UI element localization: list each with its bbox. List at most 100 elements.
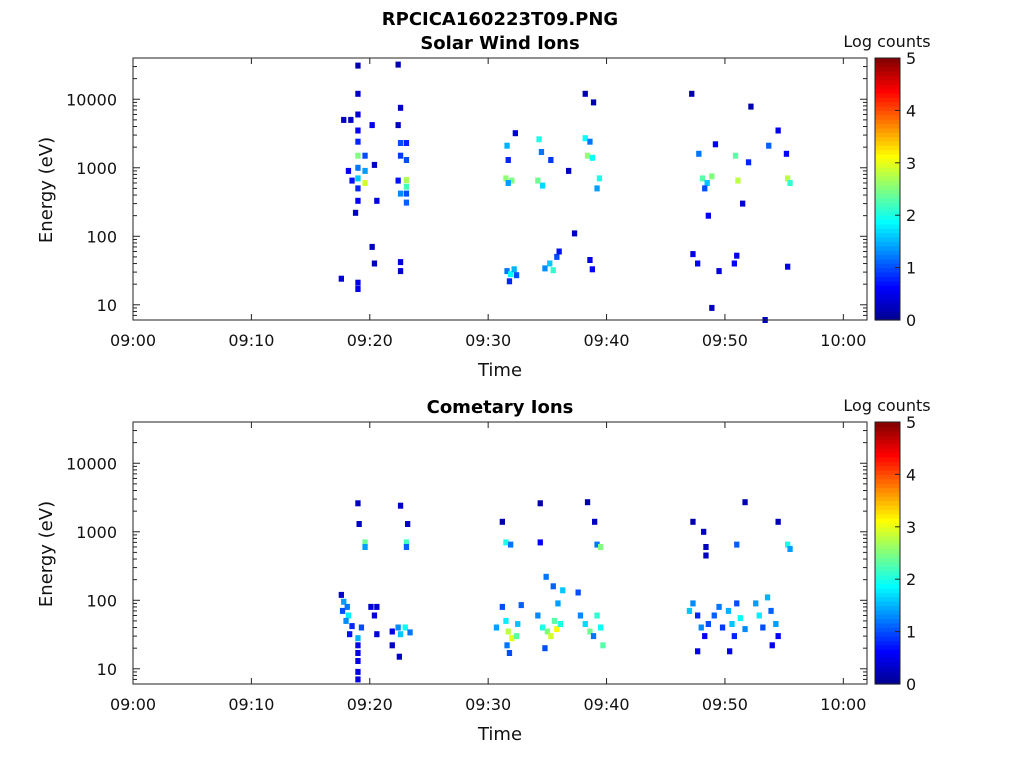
heatmap-cell [756, 612, 762, 619]
x-tick-label: 09:00 [110, 331, 156, 350]
heatmap-cell [709, 304, 715, 311]
colorbar-frame [874, 421, 901, 685]
colorbar-segment [875, 601, 900, 606]
colorbar-segment [875, 566, 900, 572]
heatmap-cell [362, 539, 368, 546]
y-tick-label: 1000 [76, 523, 117, 542]
heatmap-cell [397, 502, 404, 509]
heatmap-cell [397, 631, 404, 638]
heatmap-cell [787, 546, 793, 552]
colorbar-segment [875, 579, 900, 585]
colorbar-tick-label: 5 [906, 413, 916, 432]
heatmap-cell [403, 190, 410, 197]
colorbar-segment [875, 614, 900, 620]
colorbar-segment [875, 470, 900, 475]
heatmap-cell [577, 612, 584, 619]
heatmap-cell [725, 607, 732, 614]
colorbar-segment [875, 561, 900, 567]
colorbar-segment [875, 167, 900, 173]
colorbar-segment [875, 557, 900, 563]
heatmap-cell [600, 642, 606, 649]
heatmap-cell [537, 539, 543, 546]
heatmap-cell [783, 150, 790, 157]
colorbar-segment [875, 653, 900, 659]
heatmap-cell [703, 544, 709, 550]
heatmap-cell [548, 633, 554, 640]
heatmap-cell [745, 159, 752, 166]
heatmap-cell [748, 103, 754, 110]
heatmap-cell [571, 230, 578, 237]
heatmap-cell [358, 624, 365, 631]
heatmap-cell [355, 635, 361, 642]
heatmap-cell [695, 260, 701, 267]
heatmap-cell [589, 154, 595, 161]
heatmap-cell [704, 180, 710, 186]
colorbar-segment [875, 145, 900, 151]
colorbar-segment [875, 271, 900, 277]
colorbar-segment [875, 180, 900, 186]
heatmap-cell [405, 521, 411, 527]
heatmap-cell [403, 183, 410, 190]
x-axis-label: Time [477, 724, 522, 745]
heatmap-cell [355, 197, 361, 204]
heatmap-cell [598, 624, 604, 631]
colorbar-segment [875, 544, 900, 550]
colorbar-frame [874, 57, 901, 321]
heatmap-cell [369, 122, 375, 129]
x-tick-label: 09:30 [465, 695, 511, 714]
heatmap-cell [596, 175, 603, 182]
colorbar-title: Log counts [843, 396, 930, 415]
heatmap-cell [397, 140, 404, 146]
heatmap-cell [403, 539, 410, 546]
colorbar-segment [875, 487, 900, 493]
colorbar-segment [875, 88, 900, 94]
heatmap-cell [554, 253, 560, 260]
x-tick-label: 09:50 [702, 331, 748, 350]
heatmap-cell [702, 633, 708, 640]
heatmap-cell [518, 602, 524, 609]
colorbar-segment [875, 627, 900, 633]
heatmap-cell [509, 635, 515, 642]
colorbar-segment [875, 228, 900, 234]
heatmap-cell [538, 149, 545, 155]
heatmap-cell [508, 541, 514, 548]
colorbar-segment [875, 302, 900, 308]
colorbar-segment [875, 232, 900, 238]
heatmap-cell [590, 99, 597, 106]
panel-title: Solar Wind Ions [420, 33, 579, 54]
heatmap-cell [493, 624, 500, 631]
heatmap-cell [742, 499, 748, 506]
colorbar-segment [875, 513, 900, 519]
heatmap-cell [594, 185, 600, 192]
colorbar-segment [875, 136, 900, 142]
heatmap-cell [592, 518, 598, 525]
heatmap-cell [699, 175, 706, 182]
cometary-panel: Cometary Ions Log counts Time Energy (eV… [36, 396, 931, 745]
solar-wind-panel: Solar Wind Ions Log counts Time Energy (… [36, 32, 931, 381]
colorbar-tick-label: 4 [906, 101, 916, 120]
colorbar-segment [875, 58, 900, 63]
colorbar-segment [875, 522, 900, 528]
heatmap-cell [785, 175, 791, 182]
heatmap-cell [397, 268, 404, 275]
x-tick-label: 09:20 [347, 331, 393, 350]
colorbar-segment [875, 509, 900, 515]
heatmap-cell [503, 617, 509, 624]
heatmap-cell [696, 150, 702, 157]
colorbar-segment [875, 75, 900, 81]
colorbar-segment [875, 539, 900, 545]
heatmap-cell [355, 62, 361, 69]
heatmap-cell [542, 265, 548, 272]
heatmap-cell [389, 628, 395, 635]
heatmap-cell [702, 185, 708, 192]
colorbar-title: Log counts [843, 32, 930, 51]
colorbar-segment [875, 206, 900, 212]
heatmap-cell [341, 598, 347, 605]
colorbar-tick-label: 0 [906, 311, 916, 330]
heatmap-cell [575, 589, 581, 596]
colorbar-segment [875, 315, 900, 321]
colorbar-tick-label: 3 [906, 518, 916, 537]
heatmap-cell [737, 615, 743, 622]
heatmap-cell [787, 180, 793, 186]
heatmap-cell [540, 182, 546, 189]
